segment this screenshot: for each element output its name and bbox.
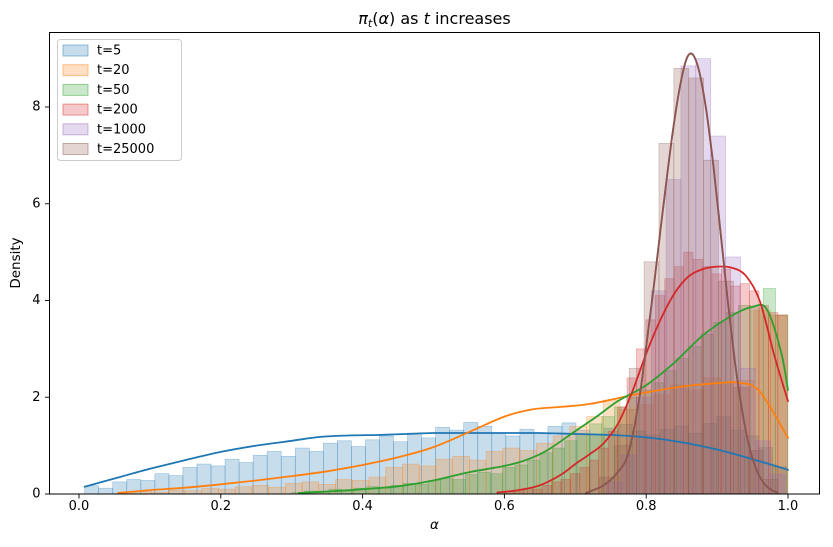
x-tick-label: 1.0 xyxy=(778,499,799,514)
hist-bar xyxy=(489,473,503,495)
hist-bar xyxy=(98,487,114,495)
hist-bar xyxy=(688,77,704,495)
x-axis-label: α xyxy=(430,517,439,533)
legend-swatch-t=25000 xyxy=(62,143,89,155)
x-tick-label: 0.4 xyxy=(352,499,373,514)
y-tick-label: 0 xyxy=(32,487,40,502)
y-tick-label: 6 xyxy=(32,196,40,211)
legend-label-t=5: t=5 xyxy=(97,44,121,59)
y-axis: 0 2 4 6 8 xyxy=(32,100,49,502)
legend-swatch-t=50 xyxy=(62,83,89,96)
hist-bar xyxy=(560,479,571,495)
hist-bar xyxy=(167,489,186,495)
hist-bar xyxy=(415,484,429,495)
kde-curve-t=25000 xyxy=(585,52,779,494)
legend-label-t=25000: t=25000 xyxy=(97,142,154,157)
x-tick-label: 0.8 xyxy=(636,499,657,514)
kde-curve-t=200 xyxy=(496,265,789,494)
legend: t=5 t=20 t=50 t=200 t=1000 t=25000 xyxy=(57,39,182,161)
legend-label-t=50: t=50 xyxy=(97,83,130,98)
hist-bar xyxy=(234,486,253,495)
hist-bar xyxy=(184,490,202,495)
legend-label-t=20: t=20 xyxy=(97,63,130,78)
y-tick-label: 2 xyxy=(32,390,40,405)
hist-bar xyxy=(551,481,562,495)
axes-spines xyxy=(49,32,820,495)
x-axis: 0.0 0.2 0.4 0.6 0.8 1.0 xyxy=(69,494,799,514)
hist-bar xyxy=(747,450,764,495)
hist-bar xyxy=(218,488,236,495)
chart-title: πt(α) as t increases xyxy=(358,9,510,30)
hist-bar xyxy=(673,68,690,495)
hist-bar xyxy=(378,487,392,495)
hist-bar xyxy=(154,473,170,495)
legend-box xyxy=(57,39,182,161)
hist-bar xyxy=(570,473,581,495)
y-axis-label: Density xyxy=(8,237,24,288)
kde-curve-t=20 xyxy=(117,381,789,494)
hist-bar xyxy=(703,159,719,495)
hist-bar xyxy=(427,480,441,495)
hist-bar xyxy=(440,478,454,495)
hist-t=1000 xyxy=(606,58,786,495)
legend-swatch-t=1000 xyxy=(62,123,89,136)
hist-t=50 xyxy=(291,288,789,495)
hist-bar xyxy=(452,479,466,495)
hist-bar xyxy=(477,471,491,495)
kde-curve-t=50 xyxy=(297,303,789,494)
hist-bar xyxy=(541,484,552,495)
x-tick-label: 0.2 xyxy=(210,499,231,514)
y-tick-label: 4 xyxy=(32,293,40,308)
hist-bar xyxy=(579,467,590,495)
hist-bar xyxy=(465,474,479,495)
hist-bar xyxy=(268,486,286,495)
y-tick-label: 8 xyxy=(32,100,40,115)
hist-bar xyxy=(201,487,219,495)
kde-layer xyxy=(83,52,789,494)
legend-swatch-t=200 xyxy=(62,103,89,116)
hist-bar xyxy=(613,445,630,495)
hist-bar xyxy=(532,488,543,495)
kde-curve-t=5 xyxy=(83,432,789,488)
x-tick-label: 0.6 xyxy=(494,499,515,514)
legend-label-t=200: t=200 xyxy=(97,103,138,118)
hist-bar xyxy=(718,280,734,495)
legend-swatch-t=5 xyxy=(62,44,89,57)
x-tick-label: 0.0 xyxy=(69,499,90,514)
legend-swatch-t=20 xyxy=(62,64,89,77)
legend-label-t=1000: t=1000 xyxy=(97,122,146,137)
hist-bar xyxy=(251,484,269,495)
